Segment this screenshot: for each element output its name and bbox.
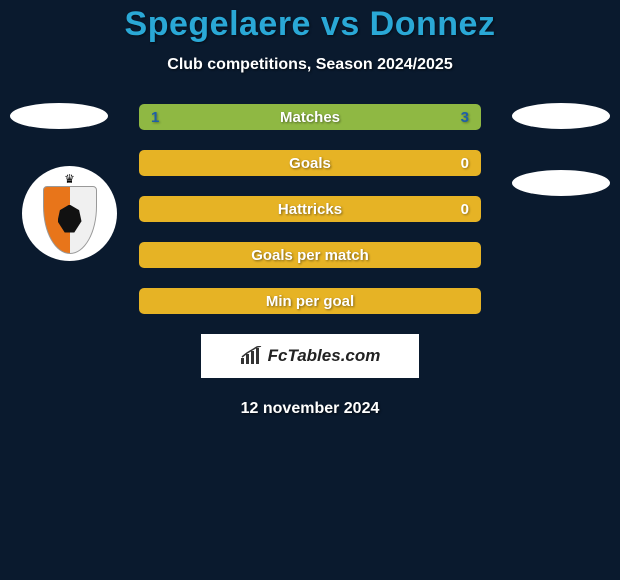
date-text: 12 november 2024	[0, 400, 620, 418]
stat-value-right: 0	[461, 155, 469, 172]
header: Spegelaere vs Donnez Club competitions, …	[0, 0, 620, 74]
page-subtitle: Club competitions, Season 2024/2025	[0, 56, 620, 74]
stat-rows: 1 Matches 3 Goals 0 Hattricks 0 Goals pe…	[139, 104, 481, 314]
stat-value-left: 1	[151, 109, 159, 126]
stat-row-min-per-goal: Min per goal	[139, 288, 481, 314]
stat-value-right: 0	[461, 201, 469, 218]
stat-row-matches: 1 Matches 3	[139, 104, 481, 130]
stat-label: Min per goal	[139, 293, 481, 310]
club-badge: ♛	[22, 166, 117, 261]
shield-icon	[43, 186, 97, 254]
crown-icon: ♛	[64, 172, 75, 186]
player2-placeholder-ellipse-1	[512, 103, 610, 129]
stat-value-right: 3	[461, 109, 469, 126]
stat-label: Goals per match	[139, 247, 481, 264]
branding-box: FcTables.com	[201, 334, 419, 378]
stat-label: Goals	[139, 155, 481, 172]
stat-label: Matches	[139, 109, 481, 126]
stat-row-goals-per-match: Goals per match	[139, 242, 481, 268]
branding-text: FcTables.com	[268, 346, 381, 366]
player1-placeholder-ellipse	[10, 103, 108, 129]
player2-placeholder-ellipse-2	[512, 170, 610, 196]
bar-chart-icon	[240, 346, 264, 366]
stats-container: ♛ 1 Matches 3 Goals 0 Hattricks 0 Goals …	[0, 104, 620, 418]
stat-label: Hattricks	[139, 201, 481, 218]
stat-row-goals: Goals 0	[139, 150, 481, 176]
stat-row-hattricks: Hattricks 0	[139, 196, 481, 222]
page-title: Spegelaere vs Donnez	[0, 5, 620, 44]
